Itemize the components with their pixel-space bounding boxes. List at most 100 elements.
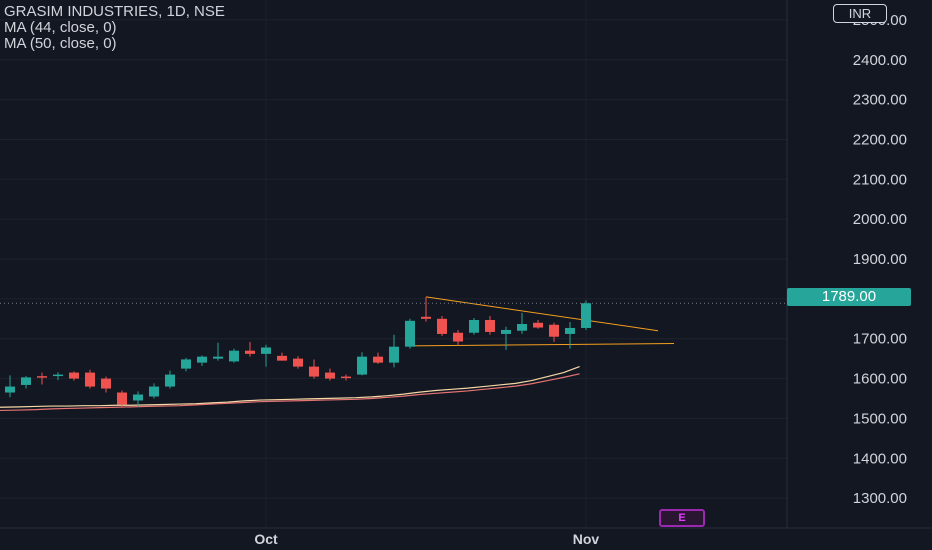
candle[interactable] xyxy=(389,334,399,368)
candle[interactable] xyxy=(69,371,79,381)
price-tick-label: 2100.00 xyxy=(853,171,907,188)
candle-body xyxy=(37,376,47,378)
price-tick-label: 2200.00 xyxy=(853,131,907,148)
date-tick-label: Nov xyxy=(573,531,600,547)
candle[interactable] xyxy=(5,375,15,398)
price-tick-label: 1500.00 xyxy=(853,410,907,427)
candle[interactable] xyxy=(149,383,159,399)
grid xyxy=(0,0,787,528)
candle-body xyxy=(101,378,111,389)
date-tick-label: Oct xyxy=(254,531,278,547)
candle[interactable] xyxy=(245,341,255,357)
candle-body xyxy=(565,327,575,334)
candle[interactable] xyxy=(405,318,415,349)
candle[interactable] xyxy=(117,390,127,407)
candle-body xyxy=(533,322,543,328)
candle[interactable] xyxy=(469,317,479,335)
candle[interactable] xyxy=(453,329,463,346)
candle-body xyxy=(405,320,415,347)
candle-body xyxy=(421,316,431,319)
pattern-upper-trendline[interactable] xyxy=(425,296,659,332)
candle-body xyxy=(581,303,591,328)
pattern-lower-trendline[interactable] xyxy=(409,342,675,347)
candle-body xyxy=(245,350,255,354)
price-tick-label: 1300.00 xyxy=(853,490,907,507)
candle-body xyxy=(469,319,479,333)
ma50-legend[interactable]: MA (50, close, 0) xyxy=(4,35,117,52)
price-tick-label: 2300.00 xyxy=(853,92,907,109)
candle[interactable] xyxy=(165,370,175,389)
candle[interactable] xyxy=(485,316,495,335)
candle-body xyxy=(117,392,127,405)
candle[interactable] xyxy=(421,296,431,322)
last-price-label: 1789.00 xyxy=(787,288,911,306)
earnings-event-marker[interactable]: E xyxy=(659,509,705,527)
candle[interactable] xyxy=(133,391,143,407)
candle-body xyxy=(341,376,351,379)
candle[interactable] xyxy=(229,348,239,363)
candle-body xyxy=(85,372,95,387)
candle-body xyxy=(389,346,399,363)
candle[interactable] xyxy=(261,344,271,367)
candle[interactable] xyxy=(517,312,527,334)
candle[interactable] xyxy=(341,374,351,381)
candle[interactable] xyxy=(293,356,303,369)
candles[interactable] xyxy=(5,296,591,407)
candle[interactable] xyxy=(373,352,383,364)
time-axis[interactable]: Oct Nov xyxy=(254,531,599,547)
candle-body xyxy=(501,329,511,334)
candle-body xyxy=(197,356,207,363)
candle[interactable] xyxy=(277,352,287,361)
candle[interactable] xyxy=(213,342,223,361)
candle[interactable] xyxy=(181,357,191,372)
candle-body xyxy=(229,350,239,362)
candle[interactable] xyxy=(101,376,111,393)
candle-body xyxy=(277,355,287,361)
price-axis[interactable]: 1300.001400.001500.001600.001700.001800.… xyxy=(853,12,907,507)
candle-body xyxy=(373,356,383,363)
candle[interactable] xyxy=(53,372,63,381)
candle-body xyxy=(261,347,271,354)
candle-body xyxy=(5,386,15,393)
candle-body xyxy=(69,372,79,379)
price-tick-label: 2000.00 xyxy=(853,211,907,228)
candle-body xyxy=(357,356,367,375)
candle-body xyxy=(21,377,31,385)
triangle-pattern-drawing[interactable] xyxy=(409,296,675,347)
ma44-legend[interactable]: MA (44, close, 0) xyxy=(4,19,117,36)
candle-body xyxy=(133,394,143,401)
candle-body xyxy=(549,324,559,337)
symbol-title[interactable]: GRASIM INDUSTRIES, 1D, NSE xyxy=(4,3,225,20)
candle[interactable] xyxy=(357,352,367,376)
candle[interactable] xyxy=(501,326,511,350)
candle-body xyxy=(325,372,335,379)
candle[interactable] xyxy=(325,368,335,381)
candle[interactable] xyxy=(437,316,447,336)
candle[interactable] xyxy=(21,376,31,389)
candle-body xyxy=(453,332,463,342)
moving-averages xyxy=(0,366,580,412)
candle-body xyxy=(213,356,223,359)
candle[interactable] xyxy=(565,321,575,349)
price-tick-label: 1600.00 xyxy=(853,371,907,388)
price-tick-label: 1700.00 xyxy=(853,331,907,348)
price-tick-label: 1900.00 xyxy=(853,251,907,268)
ma50-line[interactable] xyxy=(0,373,580,412)
candle-body xyxy=(293,358,303,367)
candle[interactable] xyxy=(309,359,319,379)
candle[interactable] xyxy=(533,319,543,329)
candle[interactable] xyxy=(197,355,207,366)
candle-body xyxy=(149,386,159,397)
candle[interactable] xyxy=(85,369,95,389)
candle[interactable] xyxy=(37,372,47,385)
ma44-line[interactable] xyxy=(0,366,580,408)
candle-body xyxy=(485,319,495,332)
candle[interactable] xyxy=(581,300,591,330)
candle-body xyxy=(517,323,527,331)
currency-badge[interactable]: INR xyxy=(833,4,887,23)
candle[interactable] xyxy=(549,322,559,342)
price-tick-label: 1400.00 xyxy=(853,450,907,467)
candle-body xyxy=(309,366,319,377)
candle-body xyxy=(165,374,175,387)
